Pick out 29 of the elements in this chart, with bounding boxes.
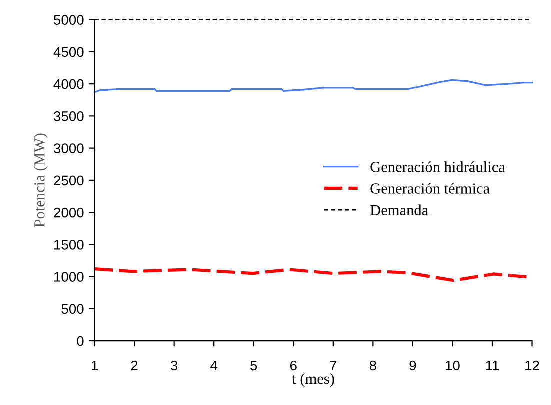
line-series — [94, 79, 534, 94]
x-tick-label: 1 — [92, 360, 98, 371]
x-tick-label: 10 — [446, 360, 460, 371]
x-tick-label: 11 — [486, 360, 500, 371]
y-tick-label: 0 — [77, 336, 84, 346]
legend-label: Generación hidráulica — [370, 162, 506, 172]
y-tick-label: 4000 — [54, 79, 84, 90]
legend-label: Demanda — [370, 204, 428, 216]
x-tick-label: 3 — [170, 360, 178, 371]
y-tick-label: 2500 — [54, 176, 84, 186]
x-axis-title: t (mes) — [292, 373, 334, 388]
x-tick-label: 4 — [210, 360, 218, 371]
x-tick-label: 9 — [410, 360, 416, 371]
y-axis-title: Potencia (MW) — [34, 134, 48, 228]
y-tick-label: 3000 — [54, 144, 84, 154]
y-tick-label: 3500 — [54, 112, 84, 122]
y-tick-label: 5000 — [54, 15, 84, 26]
x-tick-label: 7 — [330, 360, 337, 371]
y-tick-label: 500 — [62, 304, 84, 314]
x-tick-label: 2 — [131, 360, 138, 371]
y-tick-label: 1500 — [54, 240, 84, 250]
x-tick-label: 5 — [250, 360, 258, 371]
x-tick-label: 12 — [526, 360, 540, 371]
y-tick-label: 2000 — [54, 208, 84, 218]
y-tick-label: 1000 — [54, 272, 84, 282]
legend-label: Generación térmica — [370, 183, 490, 194]
x-tick-label: 6 — [290, 360, 297, 371]
y-tick-label: 4500 — [54, 47, 84, 58]
x-tick-label: 8 — [370, 360, 376, 371]
